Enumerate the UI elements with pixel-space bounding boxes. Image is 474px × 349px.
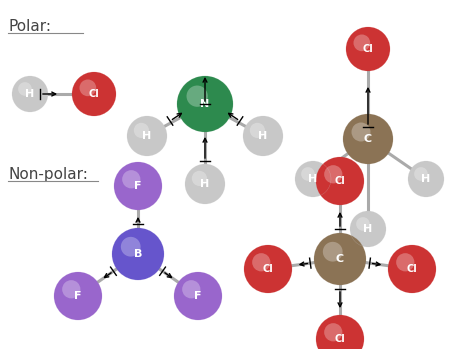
Circle shape [346, 27, 390, 71]
Circle shape [174, 272, 222, 320]
Circle shape [80, 80, 96, 96]
Text: B: B [134, 249, 142, 259]
Circle shape [54, 272, 102, 320]
Text: Polar:: Polar: [8, 19, 51, 34]
Text: F: F [74, 291, 82, 301]
Circle shape [121, 237, 141, 257]
Text: C: C [336, 254, 344, 264]
Text: H: H [421, 174, 430, 184]
Circle shape [316, 315, 364, 349]
Circle shape [177, 76, 233, 132]
Text: H: H [201, 179, 210, 189]
Circle shape [244, 245, 292, 293]
Circle shape [396, 253, 414, 272]
Text: N: N [201, 99, 210, 109]
Circle shape [127, 116, 167, 156]
Text: Cl: Cl [363, 44, 374, 54]
Circle shape [250, 123, 265, 138]
Circle shape [314, 233, 366, 285]
Circle shape [252, 253, 270, 272]
Circle shape [134, 123, 149, 138]
Circle shape [324, 323, 342, 341]
Circle shape [414, 167, 428, 181]
Text: F: F [194, 291, 202, 301]
Text: Cl: Cl [407, 264, 418, 274]
Circle shape [72, 72, 116, 116]
Text: H: H [309, 174, 318, 184]
Circle shape [356, 217, 370, 231]
Circle shape [192, 171, 207, 186]
Circle shape [122, 170, 140, 188]
Text: Cl: Cl [263, 264, 273, 274]
Circle shape [12, 76, 48, 112]
Text: F: F [134, 181, 142, 191]
Circle shape [324, 165, 342, 184]
Circle shape [388, 245, 436, 293]
Circle shape [114, 162, 162, 210]
Circle shape [112, 228, 164, 280]
Text: H: H [258, 131, 268, 141]
Circle shape [182, 280, 201, 298]
Text: Cl: Cl [335, 176, 346, 186]
Text: Non-polar:: Non-polar: [8, 167, 88, 182]
Circle shape [243, 116, 283, 156]
Circle shape [343, 114, 393, 164]
Circle shape [295, 161, 331, 197]
Circle shape [316, 157, 364, 205]
Circle shape [323, 242, 343, 262]
Circle shape [185, 164, 225, 204]
Text: H: H [364, 224, 373, 234]
Text: Cl: Cl [335, 334, 346, 344]
Circle shape [350, 211, 386, 247]
Text: C: C [364, 134, 372, 144]
Circle shape [352, 122, 371, 141]
Text: H: H [142, 131, 152, 141]
Circle shape [18, 82, 32, 96]
Circle shape [408, 161, 444, 197]
Text: Cl: Cl [89, 89, 100, 99]
Circle shape [301, 167, 315, 181]
Circle shape [354, 35, 370, 51]
Circle shape [62, 280, 81, 298]
Text: H: H [26, 89, 35, 99]
Circle shape [187, 86, 208, 107]
